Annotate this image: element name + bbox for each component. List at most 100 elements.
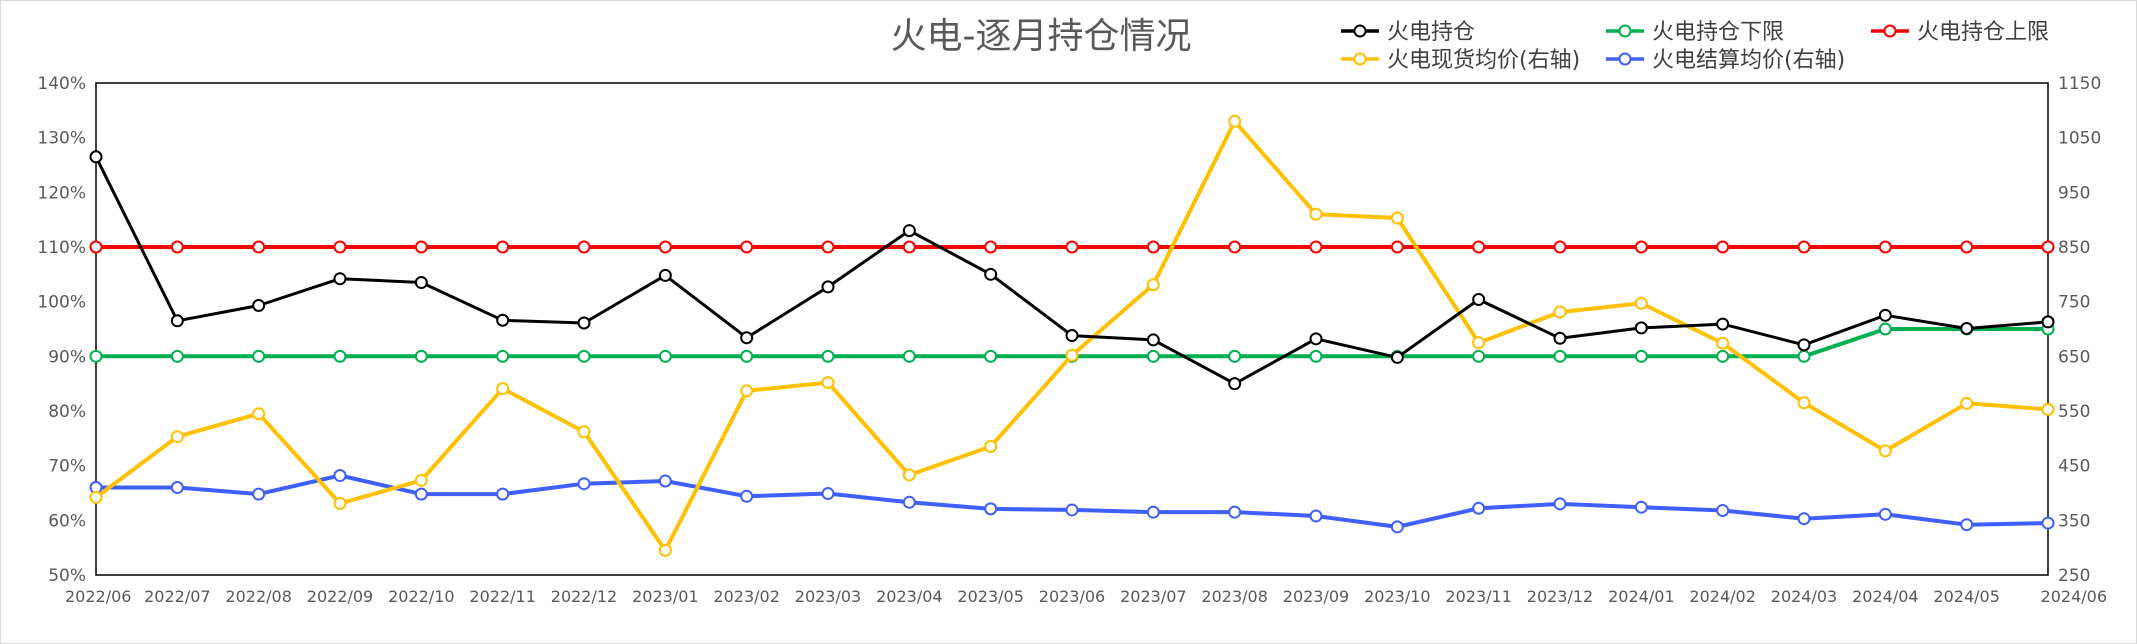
data-point	[1146, 333, 1160, 347]
data-point	[1797, 396, 1811, 410]
legend-label: 火电持仓下限	[1652, 20, 1784, 45]
legend-marker	[1618, 52, 1632, 66]
x-tick-label: 2023/09	[1283, 587, 1349, 606]
data-point	[821, 240, 835, 254]
x-tick-label: 2024/03	[1771, 587, 1837, 606]
x-tick-label: 2024/01	[1608, 587, 1674, 606]
data-point	[1634, 349, 1648, 363]
y-left-tick-label: 50%	[48, 566, 86, 586]
legend-item: 火电持仓下限	[1606, 20, 1784, 45]
data-point	[1309, 349, 1323, 363]
x-tick-label: 2024/02	[1689, 587, 1755, 606]
y-left-tick-label: 90%	[48, 347, 86, 367]
legend-label: 火电持仓	[1387, 20, 1475, 45]
data-point	[902, 240, 916, 254]
data-point	[658, 349, 672, 363]
y-right-tick-label: 350	[2058, 511, 2090, 531]
data-point	[902, 495, 916, 509]
data-point	[1309, 240, 1323, 254]
data-point	[252, 240, 266, 254]
data-point	[414, 473, 428, 487]
data-point	[902, 349, 916, 363]
data-point	[1634, 321, 1648, 335]
data-point	[577, 349, 591, 363]
x-tick-label: 2023/01	[632, 587, 698, 606]
y-right-tick-label: 450	[2058, 457, 2090, 477]
x-tick-label: 2023/03	[795, 587, 861, 606]
x-tick-label: 2022/06	[65, 587, 131, 606]
x-tick-label: 2023/06	[1039, 587, 1105, 606]
data-point	[740, 384, 754, 398]
legend-item: 火电持仓上限	[1871, 20, 2049, 45]
data-point	[89, 490, 103, 504]
data-point	[1228, 349, 1242, 363]
data-point	[1797, 338, 1811, 352]
data-point	[821, 487, 835, 501]
data-point	[1716, 336, 1730, 350]
data-point	[170, 240, 184, 254]
x-tick-label: 2022/07	[144, 587, 210, 606]
data-point	[1065, 348, 1079, 362]
legend-item: 火电持仓	[1341, 20, 1475, 45]
data-point	[740, 240, 754, 254]
data-point	[740, 489, 754, 503]
data-point	[170, 314, 184, 328]
x-tick-label: 2024/06	[2041, 587, 2107, 606]
data-point	[1634, 296, 1648, 310]
data-point	[414, 487, 428, 501]
data-point	[1716, 240, 1730, 254]
x-tick-label: 2023/12	[1527, 587, 1593, 606]
x-tick-label: 2023/07	[1120, 587, 1186, 606]
y-right-tick-label: 850	[2058, 238, 2090, 258]
data-point	[496, 487, 510, 501]
series-group	[89, 469, 2055, 534]
data-point	[333, 349, 347, 363]
data-point	[1878, 507, 1892, 521]
data-point	[1390, 211, 1404, 225]
data-point	[821, 280, 835, 294]
legend-label: 火电现货均价(右轴)	[1387, 48, 1580, 73]
data-point	[333, 240, 347, 254]
data-point	[333, 469, 347, 483]
data-point	[984, 502, 998, 516]
data-point	[414, 349, 428, 363]
x-tick-label: 2022/08	[225, 587, 291, 606]
series-group	[89, 150, 2055, 391]
data-point	[1065, 503, 1079, 517]
data-point	[170, 481, 184, 495]
data-point	[1878, 322, 1892, 336]
data-point	[984, 440, 998, 454]
y-right-tick-label: 750	[2058, 293, 2090, 313]
data-point	[496, 382, 510, 396]
x-tick-label: 2023/04	[876, 587, 942, 606]
chart-title: 火电-逐月持仓情况	[891, 16, 1192, 57]
series-group	[89, 240, 2055, 254]
data-point	[902, 468, 916, 482]
data-point	[1797, 349, 1811, 363]
data-point	[658, 543, 672, 557]
data-point	[252, 349, 266, 363]
data-point	[1390, 520, 1404, 534]
data-point	[1228, 114, 1242, 128]
legend-marker	[1618, 24, 1632, 38]
data-point	[2041, 315, 2055, 329]
data-point	[1472, 292, 1486, 306]
data-point	[1797, 240, 1811, 254]
x-axis-ticks: 2022/06 2022/07 2022/08 2022/09 2022/10 2022/…	[65, 587, 2107, 606]
data-point	[1309, 207, 1323, 221]
data-point	[577, 477, 591, 491]
data-point	[984, 349, 998, 363]
data-point	[1146, 240, 1160, 254]
data-point	[89, 349, 103, 363]
x-tick-label: 2023/05	[957, 587, 1023, 606]
data-point	[984, 240, 998, 254]
data-point	[1960, 518, 1974, 532]
data-point	[89, 150, 103, 164]
data-point	[496, 313, 510, 327]
data-point	[1065, 329, 1079, 343]
legend-marker	[1883, 24, 1897, 38]
data-point	[1065, 240, 1079, 254]
x-tick-label: 2022/10	[388, 587, 454, 606]
data-point	[577, 240, 591, 254]
